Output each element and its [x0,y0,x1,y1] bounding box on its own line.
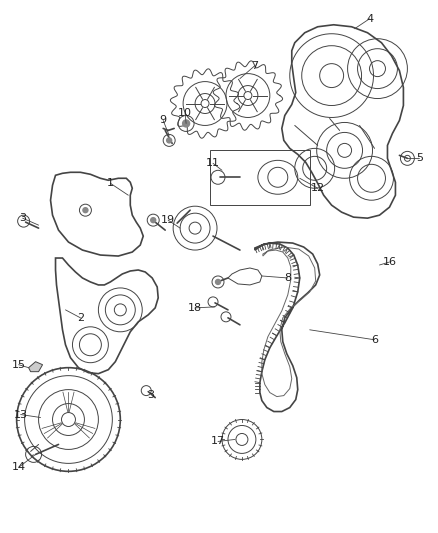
Text: 16: 16 [382,257,396,267]
Text: 8: 8 [284,273,291,283]
Text: 7: 7 [251,61,258,71]
Circle shape [183,120,190,127]
Text: 9: 9 [159,116,167,125]
Text: 12: 12 [311,183,325,193]
Text: 11: 11 [206,158,220,168]
Text: 10: 10 [178,109,192,118]
Text: 13: 13 [14,409,28,419]
Text: 3: 3 [19,213,26,223]
Text: 1: 1 [107,178,114,188]
Circle shape [151,217,155,223]
Circle shape [167,138,172,143]
Circle shape [215,279,220,285]
Text: 3: 3 [147,390,154,400]
Text: 6: 6 [371,335,378,345]
Text: 19: 19 [161,215,175,225]
Text: 17: 17 [211,437,225,447]
Polygon shape [28,362,42,372]
Text: 2: 2 [77,313,84,323]
Text: 15: 15 [12,360,26,370]
Text: 18: 18 [188,303,202,313]
Text: 14: 14 [11,462,26,472]
Circle shape [83,208,88,213]
Text: 4: 4 [366,14,373,24]
Bar [210,150,310,205]
Text: 5: 5 [416,154,423,163]
